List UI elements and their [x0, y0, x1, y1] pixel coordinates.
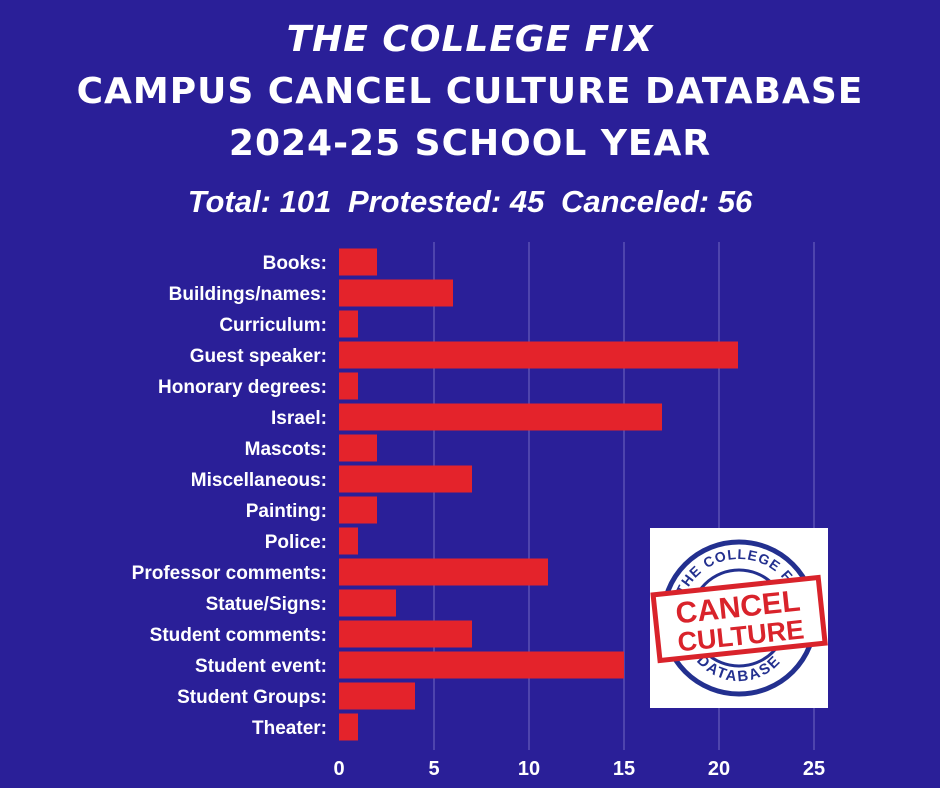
- bar-police: [339, 527, 358, 555]
- title-line-database: CAMPUS CANCEL CULTURE DATABASE: [76, 71, 864, 112]
- bar-student-groups: [339, 682, 415, 710]
- title-line-school-year: 2024-25 SCHOOL YEAR: [228, 123, 712, 164]
- category-label: Professor comments:: [132, 563, 327, 584]
- bar-honorary-degrees: [339, 372, 358, 400]
- stats-summary: Total: 101 Protested: 45 Canceled: 56: [0, 184, 940, 220]
- bar-curriculum: [339, 310, 358, 338]
- bar-student-event: [339, 651, 624, 679]
- bar-statue-signs: [339, 589, 396, 617]
- category-label: Buildings/names:: [169, 284, 327, 305]
- category-label: Books:: [263, 253, 327, 274]
- category-label: Theater:: [252, 718, 327, 739]
- logo-emblem: THE COLLEGE FIX DATABASE CANCEL CULTURE: [650, 539, 828, 697]
- bar-mascots: [339, 434, 377, 462]
- category-label: Miscellaneous:: [191, 470, 327, 491]
- x-tick-label: 0: [333, 758, 344, 780]
- bar-miscellaneous: [339, 465, 472, 493]
- logo-stamp: CANCEL CULTURE: [650, 574, 828, 664]
- title-line-publisher: THE COLLEGE FIX: [286, 19, 654, 60]
- bar-israel: [339, 403, 662, 431]
- stat-protested: Protested: 45: [347, 184, 545, 219]
- bar-books: [339, 248, 377, 276]
- bar-professor-comments: [339, 558, 548, 586]
- category-label: Honorary degrees:: [158, 377, 327, 398]
- category-label: Student comments:: [150, 625, 327, 646]
- stat-canceled: Canceled: 56: [560, 184, 753, 219]
- category-label: Guest speaker:: [190, 346, 327, 367]
- bar-buildings-names: [339, 279, 453, 307]
- bar-theater: [339, 713, 358, 741]
- bar-painting: [339, 496, 377, 524]
- x-tick-label: 5: [428, 758, 439, 780]
- cancel-culture-logo: THE COLLEGE FIX DATABASE CANCEL CULTURE: [650, 528, 828, 708]
- chart-title: THE COLLEGE FIX CAMPUS CANCEL CULTURE DA…: [0, 14, 940, 170]
- category-label: Student event:: [195, 656, 327, 677]
- category-label: Police:: [265, 532, 327, 553]
- bar-guest-speaker: [339, 341, 738, 369]
- category-label: Painting:: [246, 501, 327, 522]
- bar-student-comments: [339, 620, 472, 648]
- logo-stamp-border: [650, 574, 828, 664]
- x-tick-label: 10: [518, 758, 540, 780]
- category-label: Student Groups:: [177, 687, 327, 708]
- category-label: Statue/Signs:: [206, 594, 327, 615]
- stat-total: Total: 101: [187, 184, 332, 219]
- category-label: Curriculum:: [219, 315, 327, 336]
- x-tick-label: 15: [613, 758, 635, 780]
- category-label: Mascots:: [245, 439, 327, 460]
- x-tick-label: 25: [803, 758, 825, 780]
- x-tick-label: 20: [708, 758, 730, 780]
- category-label: Israel:: [271, 408, 327, 429]
